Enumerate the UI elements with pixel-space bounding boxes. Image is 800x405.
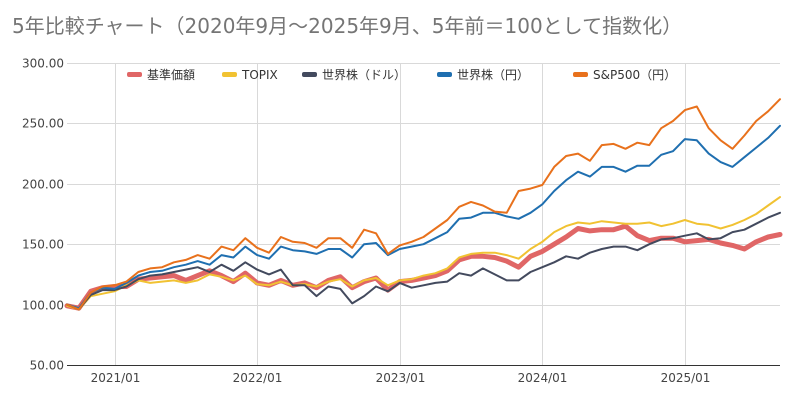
series-line [66, 196, 781, 311]
x-tick-label: 2021/01 [91, 371, 141, 385]
legend-swatch [127, 72, 142, 77]
legend-label: 世界株（円） [457, 67, 529, 82]
y-tick-label: 300.00 [22, 57, 64, 71]
x-tick-label: 2025/01 [661, 371, 711, 385]
legend: 基準価額 TOPIX 世界株（ドル） 世界株（円） S&P500（円） [127, 67, 676, 82]
legend-swatch [573, 72, 588, 77]
legend-label: 世界株（ドル） [322, 67, 406, 82]
legend-swatch [222, 72, 237, 77]
y-tick-label: 150.00 [22, 238, 64, 252]
series-line [66, 211, 781, 311]
series-line [64, 223, 783, 311]
x-tick-label: 2023/01 [376, 371, 426, 385]
x-tick-label: 2022/01 [233, 371, 283, 385]
legend-swatch [437, 72, 452, 77]
y-tick-label: 50.00 [30, 359, 64, 373]
x-tick-label: 2024/01 [518, 371, 568, 385]
chart-title: 5年比較チャート（2020年9月〜2025年9月、5年前＝100として指数化） [12, 14, 683, 38]
series-line [66, 124, 781, 310]
legend-label: TOPIX [241, 68, 278, 82]
y-tick-label: 250.00 [22, 117, 64, 131]
y-tick-label: 200.00 [22, 178, 64, 192]
x-axis: 2021/01 2022/01 2023/01 2024/01 2025/01 [91, 371, 711, 385]
grid-layer [67, 63, 780, 366]
legend-label: 基準価額 [147, 67, 195, 82]
legend-swatch [302, 72, 317, 77]
y-axis: 50.00 100.00 150.00 200.00 250.00 300.00 [22, 57, 64, 373]
y-tick-label: 100.00 [22, 299, 64, 313]
legend-label: S&P500（円） [593, 68, 676, 82]
series-layer [64, 98, 783, 311]
series-line [66, 98, 781, 311]
